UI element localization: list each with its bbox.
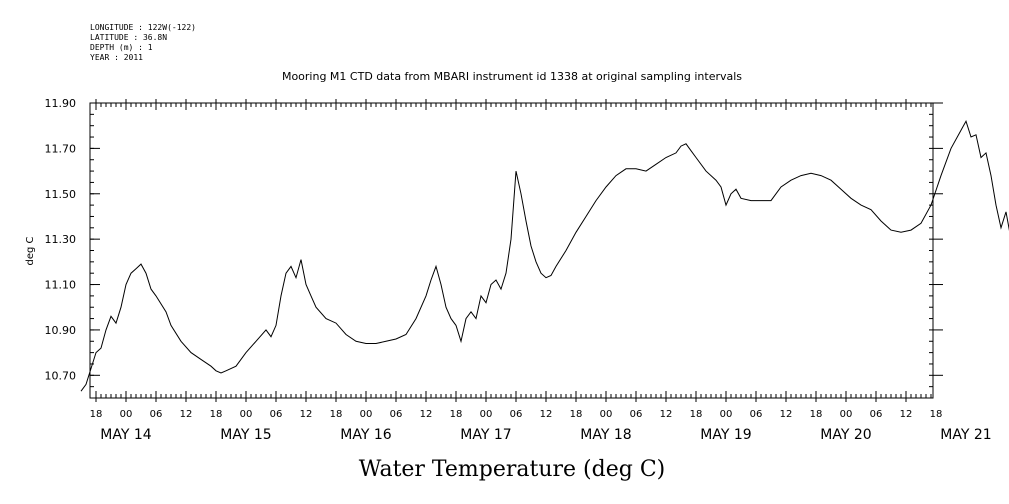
x-tick-label: 18	[210, 409, 223, 420]
x-tick-label: 12	[780, 409, 793, 420]
x-tick-label: 06	[750, 409, 763, 420]
day-label: MAY 17	[460, 427, 511, 443]
x-tick-label: 00	[360, 409, 373, 420]
x-tick-label: 00	[600, 409, 613, 420]
plot-frame	[89, 102, 934, 399]
depth-label: DEPTH (m) : 1	[90, 43, 153, 52]
x-tick-label: 06	[390, 409, 403, 420]
x-tick-label: 18	[570, 409, 583, 420]
day-label: MAY 15	[220, 427, 271, 443]
x-tick-label: 00	[480, 409, 493, 420]
x-tick-label: 00	[120, 409, 133, 420]
x-tick-label: 18	[330, 409, 343, 420]
x-tick-label: 00	[840, 409, 853, 420]
y-axis-label: deg C	[25, 236, 36, 265]
x-tick-label: 12	[900, 409, 913, 420]
x-tick-label: 18	[810, 409, 823, 420]
x-tick-label: 00	[720, 409, 733, 420]
x-tick-label: 18	[930, 409, 943, 420]
x-tick-label: 18	[690, 409, 703, 420]
day-label: MAY 18	[580, 427, 631, 443]
y-tick-label: 10.90	[45, 324, 77, 337]
x-axis: 18 00 06 12 18 00 06 12 18 00 06 12 18 00 06 12 18 00 06 12…	[90, 99, 992, 443]
latitude-label: LATITUDE : 36.8N	[90, 33, 167, 42]
day-label: MAY 19	[700, 427, 751, 443]
x-tick-label: 00	[240, 409, 253, 420]
x-tick-label: 18	[450, 409, 463, 420]
x-tick-label: 06	[150, 409, 163, 420]
y-tick-label: 11.50	[45, 188, 77, 201]
x-axis-title: Water Temperature (deg C)	[359, 457, 666, 482]
day-label: MAY 21	[940, 427, 991, 443]
x-tick-label: 12	[660, 409, 673, 420]
x-tick-label: 06	[630, 409, 643, 420]
y-tick-label: 11.90	[45, 97, 77, 110]
x-tick-label: 12	[420, 409, 433, 420]
x-tick-label: 12	[540, 409, 553, 420]
x-tick-label: 06	[870, 409, 883, 420]
y-axis: 10.70 10.90 11.10 11.30 11.50 11.70 11.90	[45, 97, 943, 388]
x-tick-label: 06	[270, 409, 283, 420]
x-tick-label: 18	[90, 409, 103, 420]
day-label: MAY 16	[340, 427, 391, 443]
chart-title: Mooring M1 CTD data from MBARI instrumen…	[282, 70, 742, 83]
longitude-label: LONGITUDE : 122W(-122)	[90, 23, 196, 32]
day-label: MAY 14	[100, 427, 151, 443]
y-tick-label: 10.70	[45, 369, 77, 382]
day-label: MAY 20	[820, 427, 871, 443]
x-tick-label: 06	[510, 409, 523, 420]
x-tick-label: 12	[300, 409, 313, 420]
series-group	[80, 119, 1009, 392]
y-tick-label: 11.10	[45, 279, 77, 292]
series-line-water-temperature	[80, 119, 1009, 392]
x-tick-label: 12	[180, 409, 193, 420]
y-tick-label: 11.30	[45, 233, 77, 246]
year-label: YEAR : 2011	[90, 53, 143, 62]
y-tick-label: 11.70	[45, 142, 77, 155]
